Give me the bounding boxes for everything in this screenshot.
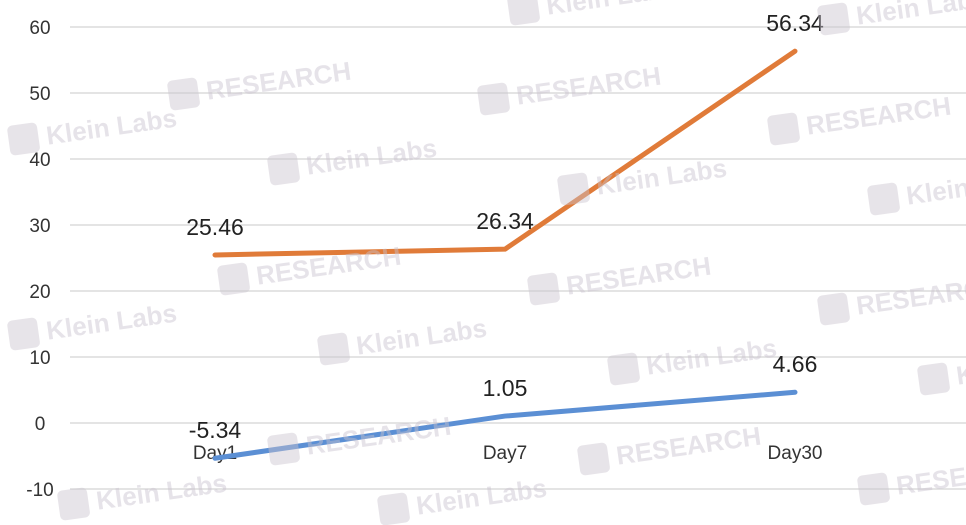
watermark-text: RESEARCH	[204, 56, 353, 106]
watermark: Klein Labs	[7, 298, 179, 351]
watermark-text: Klein Labs	[854, 0, 966, 31]
watermark: Klein Labs	[817, 0, 966, 36]
series-lines	[212, 48, 798, 461]
watermark: Klein Labs	[507, 0, 679, 26]
k1-logo-icon	[7, 317, 40, 351]
k1-logo-icon	[267, 432, 300, 466]
k1-logo-icon	[607, 352, 640, 386]
watermark: Klein Labs	[377, 473, 549, 525]
watermark-text: Klein Labs	[44, 103, 178, 151]
k1-logo-icon	[767, 112, 800, 146]
watermark-text: RESEARCH	[804, 91, 953, 141]
series-line-0	[212, 48, 798, 258]
data-label: 25.46	[186, 214, 244, 240]
k1-logo-icon	[477, 82, 510, 116]
k1-logo-icon	[527, 272, 560, 306]
watermark-text: RESEARCH	[854, 271, 966, 321]
k1-logo-icon	[7, 122, 40, 156]
y-tick-label: 20	[29, 282, 50, 303]
k1-logo-icon	[267, 152, 300, 186]
watermark-text: Klein Labs	[44, 298, 178, 346]
data-label: 56.34	[766, 10, 824, 36]
data-label: -5.34	[189, 417, 242, 443]
data-label: 1.05	[483, 375, 528, 401]
watermark: RESEARCH	[767, 91, 953, 146]
y-tick-label: 0	[35, 414, 46, 435]
watermark: RESEARCH	[477, 61, 663, 116]
watermark-text: RESEARCH	[304, 411, 453, 461]
watermark-text: Klein Labs	[414, 473, 548, 521]
watermark: RESEARCH	[217, 241, 403, 296]
watermark-text: RESEARCH	[514, 61, 663, 111]
watermark-text: RESEARCH	[564, 251, 713, 301]
watermark: Klein Labs	[867, 163, 966, 216]
watermark: RESEARCH	[267, 411, 453, 466]
y-tick-label: 60	[29, 18, 50, 39]
data-labels: 25.46 26.34 56.34 -5.34 1.05 4.66	[186, 10, 824, 443]
k1-logo-icon	[917, 362, 950, 396]
watermark: RESEARCH	[817, 271, 966, 326]
watermark-text: Klein Labs	[904, 163, 966, 211]
k1-logo-icon	[577, 442, 610, 476]
series-line-1	[212, 389, 798, 461]
data-label: 26.34	[476, 208, 534, 234]
k1-logo-icon	[507, 0, 540, 26]
k1-logo-icon	[167, 77, 200, 111]
watermark-text: Klein Labs	[644, 333, 778, 381]
x-category-label: Day30	[768, 443, 823, 464]
k1-logo-icon	[377, 492, 410, 525]
watermark: Klein Labs	[607, 333, 779, 386]
y-axis-ticks: -10 0 10 20 30 40 50 60	[26, 18, 53, 501]
k1-logo-icon	[557, 172, 590, 206]
k1-logo-icon	[217, 262, 250, 296]
watermark: Klein Labs	[7, 103, 179, 156]
watermark: RESEARCH	[577, 421, 763, 476]
k1-logo-icon	[57, 487, 90, 521]
data-label: 4.66	[773, 351, 818, 377]
watermark: Klein Labs	[917, 343, 966, 396]
watermark-text: RESEARCH	[614, 421, 763, 471]
y-tick-label: -10	[26, 480, 53, 501]
k1-logo-icon	[817, 2, 850, 36]
watermark: RESEARCH	[527, 251, 713, 306]
watermark-text: Klein Labs	[94, 468, 228, 516]
x-category-label: Day7	[483, 443, 527, 464]
k1-logo-icon	[317, 332, 350, 366]
y-tick-label: 30	[29, 216, 50, 237]
watermark: Klein Labs	[267, 133, 439, 186]
watermark: RESEARCH	[167, 56, 353, 111]
watermark-text: Klein Labs	[544, 0, 678, 21]
watermark-text: Klein Labs	[954, 343, 966, 391]
watermark-text: RESEARCH	[894, 451, 966, 501]
watermark-text: Klein Labs	[354, 313, 488, 361]
y-tick-label: 10	[29, 348, 50, 369]
gridlines	[70, 26, 966, 490]
y-tick-label: 50	[29, 84, 50, 105]
watermark-text: Klein Labs	[594, 153, 728, 201]
watermark: RESEARCH	[857, 451, 966, 506]
k1-logo-icon	[857, 472, 890, 506]
k1-logo-icon	[867, 182, 900, 216]
watermark-text: Klein Labs	[304, 133, 438, 181]
watermark: Klein Labs	[317, 313, 489, 366]
x-axis-labels: Day1 Day7 Day30	[193, 443, 823, 464]
watermark-text: RESEARCH	[254, 241, 403, 291]
y-tick-label: 40	[29, 150, 50, 171]
k1-logo-icon	[817, 292, 850, 326]
watermark: Klein Labs	[557, 153, 729, 206]
watermark: Klein Labs	[57, 468, 229, 521]
